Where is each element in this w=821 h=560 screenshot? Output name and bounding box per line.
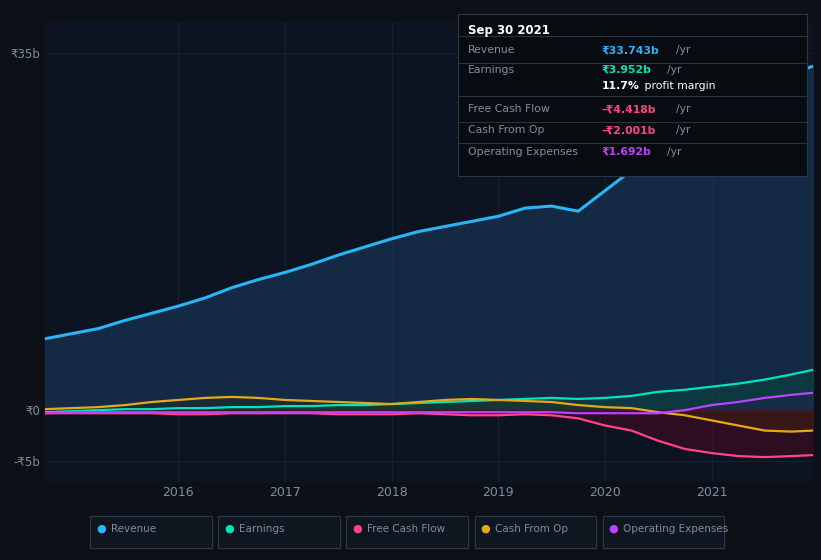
Text: ●: ● [608, 524, 618, 534]
Text: Earnings: Earnings [239, 524, 284, 534]
Text: /yr: /yr [676, 125, 690, 136]
Text: ₹3.952b: ₹3.952b [602, 65, 652, 75]
Text: /yr: /yr [667, 65, 682, 75]
Text: ●: ● [480, 524, 490, 534]
Text: ●: ● [224, 524, 234, 534]
Text: /yr: /yr [676, 104, 690, 114]
Text: Free Cash Flow: Free Cash Flow [468, 104, 550, 114]
Text: Cash From Op: Cash From Op [468, 125, 544, 136]
Text: Operating Expenses: Operating Expenses [468, 147, 578, 157]
Text: 11.7%: 11.7% [602, 81, 640, 91]
Text: Free Cash Flow: Free Cash Flow [367, 524, 445, 534]
Text: Sep 30 2021: Sep 30 2021 [468, 24, 550, 38]
Text: ●: ● [352, 524, 362, 534]
Text: Operating Expenses: Operating Expenses [623, 524, 728, 534]
Text: Earnings: Earnings [468, 65, 515, 75]
Text: ₹1.692b: ₹1.692b [602, 147, 652, 157]
Text: Revenue: Revenue [111, 524, 156, 534]
Text: profit margin: profit margin [641, 81, 716, 91]
Text: -₹2.001b: -₹2.001b [602, 125, 656, 136]
Text: /yr: /yr [667, 147, 682, 157]
Text: Cash From Op: Cash From Op [495, 524, 568, 534]
Text: /yr: /yr [676, 45, 690, 55]
Text: ₹33.743b: ₹33.743b [602, 45, 659, 55]
Text: Revenue: Revenue [468, 45, 516, 55]
Text: ●: ● [96, 524, 106, 534]
Text: -₹4.418b: -₹4.418b [602, 104, 656, 114]
